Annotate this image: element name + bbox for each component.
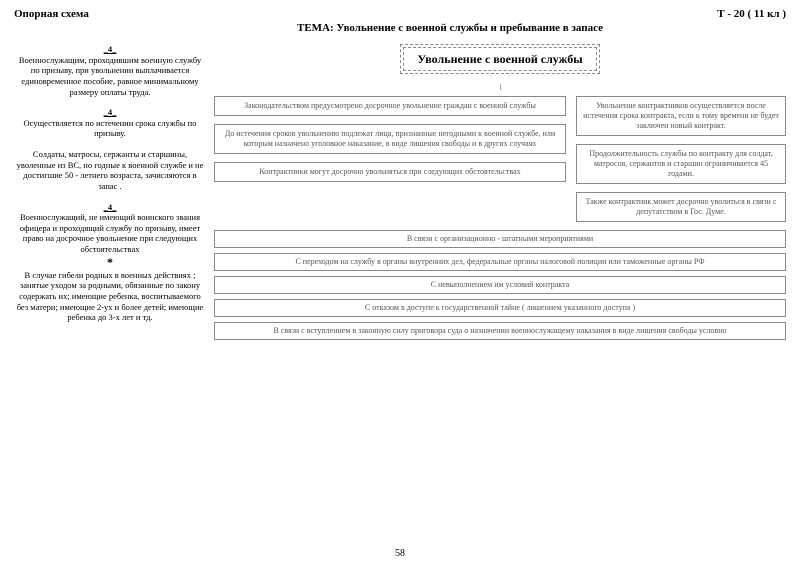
wide-box: С невыполнением им условий контракта <box>214 276 786 294</box>
title-box: Увольнение с военной службы <box>400 44 600 74</box>
wide-rows: В связи с организационно - штатными меро… <box>214 230 786 340</box>
right-column: Увольнение с военной службы Законодатель… <box>214 44 786 340</box>
wide-box: В связи с вступлением в законную силу пр… <box>214 322 786 340</box>
theme-title: ТЕМА: Увольнение с военной службы и преб… <box>114 22 786 34</box>
box-a2: До истечения сроков увольнению подлежат … <box>214 124 566 154</box>
header-right: Т - 20 ( 11 кл ) <box>717 8 786 20</box>
box-b2: Продолжительность службы по контракту дл… <box>576 144 786 184</box>
two-col-row: Законодательством предусмотрено досрочно… <box>214 96 786 222</box>
note-num: _4_ <box>14 107 206 118</box>
star-mark: * <box>14 255 206 270</box>
box-a3: Контрактники могут досрочно увольняться … <box>214 162 566 182</box>
note-text: Военнослужащим, проходившим военную служ… <box>19 55 201 97</box>
note-text: Осуществляется по истечении срока службы… <box>24 118 197 139</box>
header-left: Опорная схема <box>14 8 89 20</box>
left-note: _4_ Военнослужащий, не имеющий воинского… <box>14 202 206 323</box>
note-num: _4_ <box>14 44 206 55</box>
col-a: Законодательством предусмотрено досрочно… <box>214 96 566 222</box>
left-note: _4_ Военнослужащим, проходившим военную … <box>14 44 206 97</box>
col-b: Увольнение контрактников осуществляется … <box>576 96 786 222</box>
wide-box: С переходом на службу в органы внутренни… <box>214 253 786 271</box>
note-text: В случае гибели родных в военных действи… <box>17 270 204 323</box>
note-text: Военнослужащий, не имеющий воинского зва… <box>20 212 200 254</box>
left-column: _4_ Военнослужащим, проходившим военную … <box>14 44 214 340</box>
main-layout: _4_ Военнослужащим, проходившим военную … <box>14 44 786 340</box>
box-a1: Законодательством предусмотрено досрочно… <box>214 96 566 116</box>
wide-box: С отказом в доступе к государственной та… <box>214 299 786 317</box>
page-number: 58 <box>0 548 800 559</box>
title-text: Увольнение с военной службы <box>406 52 594 66</box>
connector <box>500 84 501 90</box>
box-b1: Увольнение контрактников осуществляется … <box>576 96 786 136</box>
left-note: Солдаты, матросы, сержанты и старшины, у… <box>14 149 206 192</box>
wide-box: В связи с организационно - штатными меро… <box>214 230 786 248</box>
box-b3: Также контрактник может досрочно уволить… <box>576 192 786 222</box>
note-num: _4_ <box>14 202 206 213</box>
left-note: _4_ Осуществляется по истечении срока сл… <box>14 107 206 139</box>
note-text: Солдаты, матросы, сержанты и старшины, у… <box>17 149 204 191</box>
